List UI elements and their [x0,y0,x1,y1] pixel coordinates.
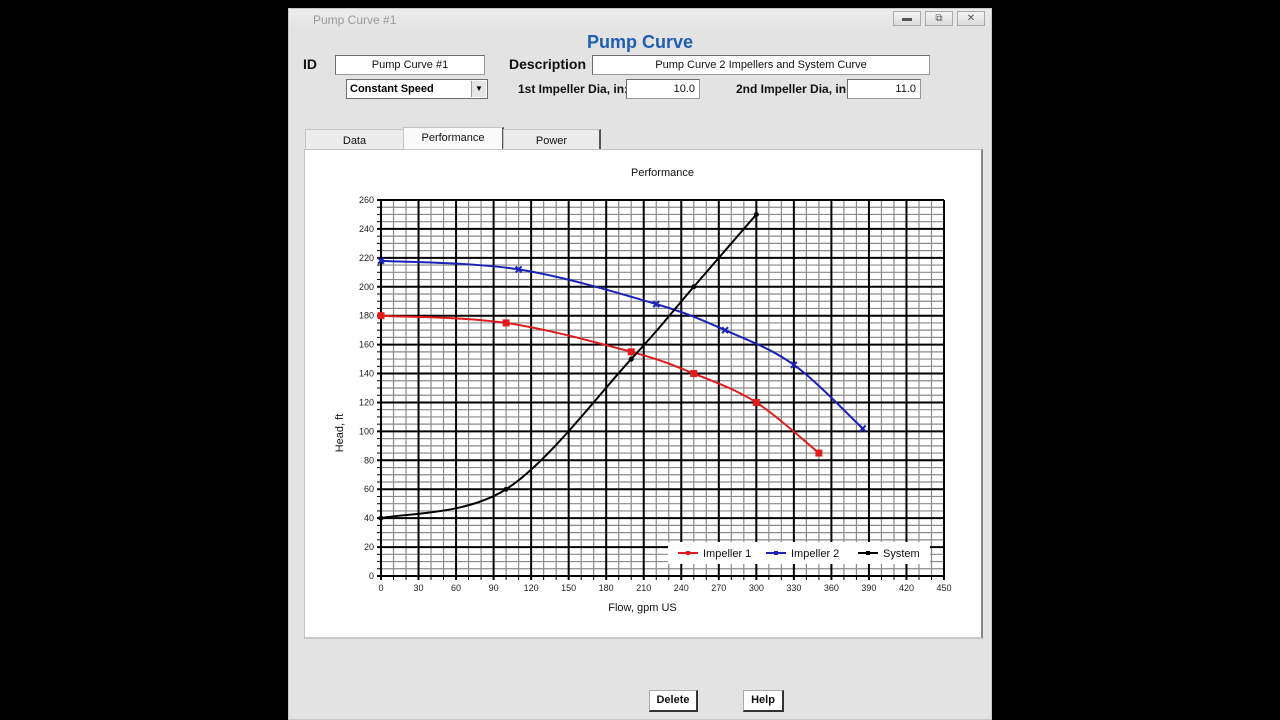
tab-power[interactable]: Power [503,129,601,151]
title-bar[interactable]: Pump Curve #1 ▬ ⧉ ✕ [289,9,991,31]
x-tick-label: 120 [524,583,539,593]
system-point [503,486,509,492]
impeller-1-point [752,398,760,406]
close-button[interactable]: ✕ [957,11,985,26]
impeller-2-point [514,265,523,274]
y-tick-label: 0 [369,571,374,581]
x-axis-label: Flow, gpm US [608,602,676,614]
system-point [753,211,759,217]
chart-title: Performance [631,167,694,179]
id-field[interactable]: Pump Curve #1 [335,55,485,75]
y-tick-label: 120 [359,397,374,407]
impeller1-label: 1st Impeller Dia, in: [518,82,629,96]
system-curve [380,213,758,520]
x-tick-label: 210 [636,583,651,593]
x-tick-label: 30 [414,583,424,593]
system-point [378,515,384,521]
restore-button[interactable]: ⧉ [925,11,953,26]
speed-mode-select[interactable]: Constant Speed ▼ [346,79,488,99]
y-tick-label: 60 [364,484,374,494]
x-tick-label: 240 [674,583,689,593]
x-tick-label: 420 [899,583,914,593]
legend-label-impeller-1: Impeller 1 [703,548,751,560]
impeller-1-point [627,348,635,356]
y-tick-label: 160 [359,340,374,350]
window-title: Pump Curve #1 [313,13,397,27]
legend-marker-system [866,551,870,555]
impeller1-field[interactable]: 10.0 [626,79,700,99]
x-tick-label: 270 [711,583,726,593]
description-field[interactable]: Pump Curve 2 Impellers and System Curve [592,55,930,75]
x-tick-label: 390 [861,583,876,593]
impeller-2-point [721,326,729,334]
minimize-button[interactable]: ▬ [893,11,921,26]
impeller-2-point [858,424,867,433]
x-tick-label: 330 [786,583,801,593]
tab-performance[interactable]: Performance [403,127,504,152]
system-point [628,356,634,362]
x-tick-label: 300 [749,583,764,593]
x-tick-label: 150 [561,583,576,593]
x-tick-label: 0 [378,583,383,593]
performance-chart: Performance 0 30 60 90 120 150 180 210 240 270 300 3… [334,167,952,614]
y-tick-label: 140 [359,369,374,379]
legend-label-system: System [883,548,920,560]
system-point [691,284,697,290]
help-button[interactable]: Help [743,690,784,712]
legend-box [668,542,930,564]
pump-curve-window: Pump Curve #1 ▬ ⧉ ✕ Pump Curve ID Pump C… [288,8,992,720]
description-label: Description [509,56,587,72]
minimize-icon: ▬ [902,13,912,24]
form-heading: Pump Curve [586,32,694,52]
impeller-1-point [690,370,698,378]
impeller-2-point [652,300,660,308]
impeller-1-point [377,312,385,320]
id-label: ID [303,56,317,72]
y-tick-label: 200 [359,282,374,292]
x-tick-label: 90 [489,583,499,593]
impeller-2-point [790,361,798,369]
x-tick-label: 360 [824,583,839,593]
y-tick-label: 240 [359,224,374,234]
y-tick-label: 40 [364,513,374,523]
speed-mode-value: Constant Speed [350,83,434,95]
impeller-2-curve [380,259,864,430]
legend-marker-impeller-1 [686,551,690,555]
impeller-1-point [502,319,510,327]
y-tick-label: 20 [364,542,374,552]
delete-button[interactable]: Delete [649,690,698,712]
performance-panel: Performance 0 30 60 90 120 150 180 210 240 270 300 3… [304,149,983,639]
y-tick-label: 80 [364,455,374,465]
close-icon: ✕ [966,13,976,24]
tab-data[interactable]: Data [305,129,404,151]
x-tick-label: 450 [936,583,951,593]
impeller-2-point [377,257,385,265]
chevron-down-icon[interactable]: ▼ [471,81,486,97]
legend-label-impeller-2: Impeller 2 [791,548,839,560]
impeller-1-curve [380,314,820,454]
y-tick-label: 260 [359,195,374,205]
x-tick-label: 180 [599,583,614,593]
legend-marker-impeller-2 [774,551,778,555]
impeller2-field[interactable]: 11.0 [847,79,921,99]
impeller-1-point [815,449,823,457]
x-tick-label: 60 [451,583,461,593]
y-tick-label: 180 [359,311,374,321]
y-axis-label: Head, ft [334,414,346,453]
y-tick-label: 100 [359,426,374,436]
restore-icon: ⧉ [935,13,943,24]
impeller2-label: 2nd Impeller Dia, in: [736,82,851,96]
y-tick-label: 220 [359,253,374,263]
